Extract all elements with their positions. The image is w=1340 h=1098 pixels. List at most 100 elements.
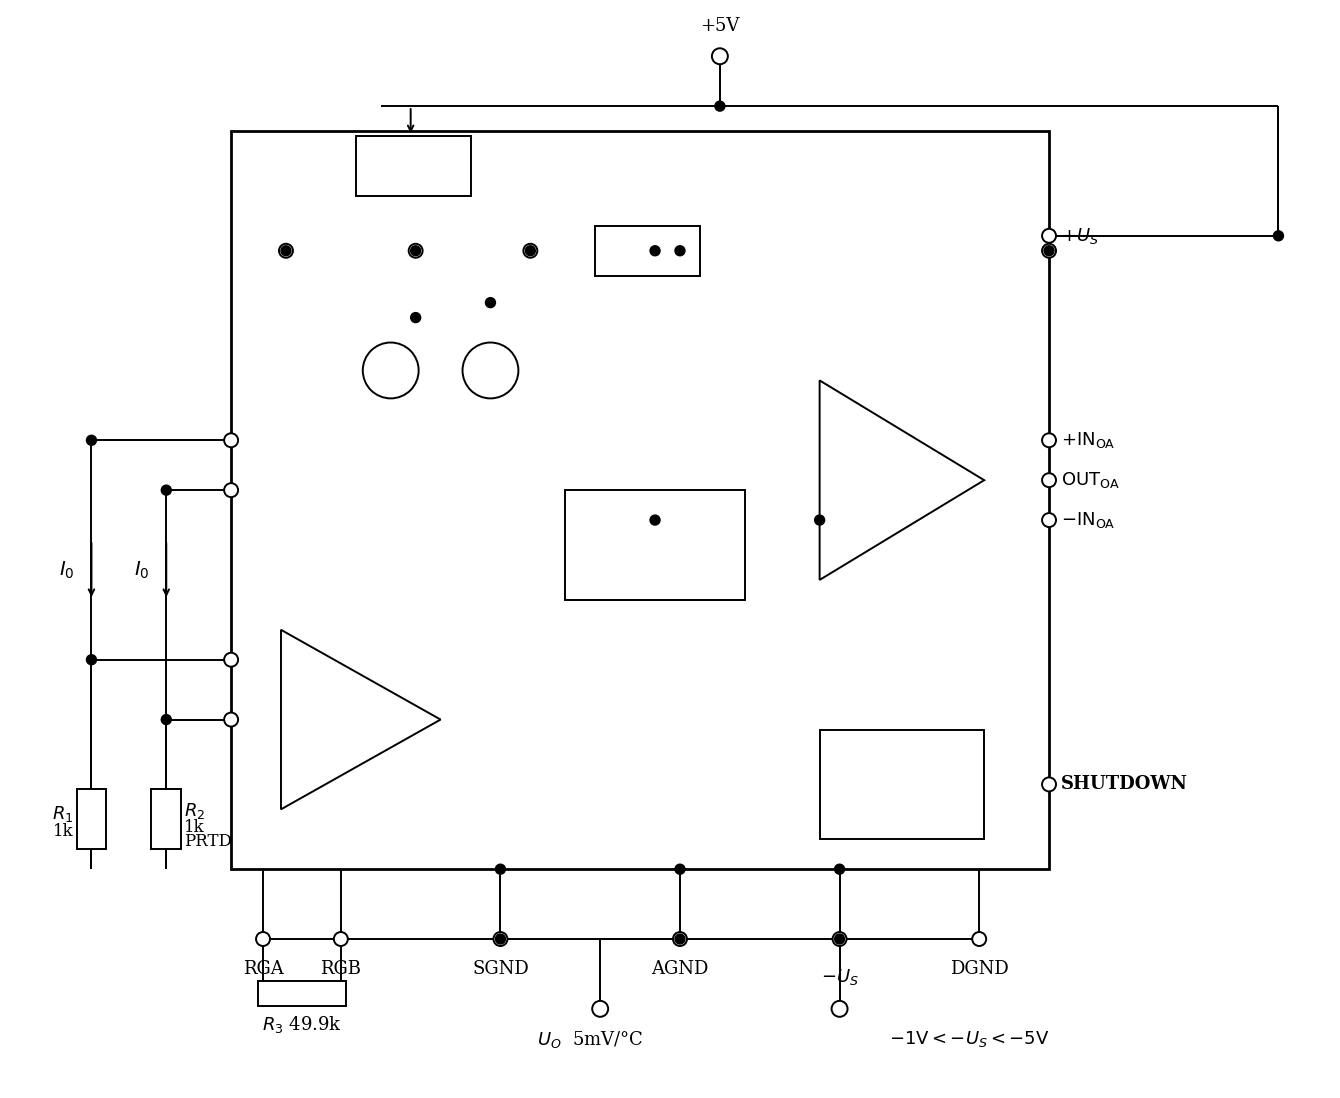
Text: SHUTDOWN: SHUTDOWN (1061, 775, 1189, 794)
Text: $\mathrm{OUT_{OA}}$: $\mathrm{OUT_{OA}}$ (1061, 470, 1120, 490)
Bar (151, 789, 181, 849)
Text: +5V: +5V (701, 18, 740, 35)
Text: $_{IA}$: $_{IA}$ (592, 853, 603, 867)
Circle shape (224, 483, 239, 497)
Circle shape (1043, 244, 1056, 258)
Circle shape (1043, 473, 1056, 488)
Text: NULLB: NULLB (382, 205, 450, 223)
Circle shape (279, 244, 293, 258)
Circle shape (409, 244, 422, 258)
Bar (565, 490, 745, 600)
Text: $-$: $-$ (833, 511, 850, 529)
Text: $+$: $+$ (295, 751, 311, 769)
Circle shape (675, 934, 685, 944)
Text: $+$: $+$ (833, 432, 850, 449)
Circle shape (675, 246, 685, 256)
Text: $A_2$: $A_2$ (894, 484, 917, 506)
Text: 1k: 1k (52, 822, 74, 840)
Circle shape (525, 246, 536, 256)
Circle shape (363, 343, 418, 399)
Circle shape (835, 934, 844, 944)
Text: 关  断: 关 断 (884, 759, 921, 777)
Text: $-U_S$: $-U_S$ (820, 967, 859, 987)
Circle shape (496, 864, 505, 874)
Circle shape (493, 932, 508, 946)
Text: OUT: OUT (548, 843, 590, 861)
Text: 电 压 源: 电 压 源 (631, 558, 679, 576)
Text: NULLA: NULLA (252, 205, 320, 223)
Text: $-\mathrm{IN_{IA}}$: $-\mathrm{IN_{IA}}$ (241, 635, 289, 654)
Circle shape (1043, 228, 1056, 243)
Text: RGB: RGB (320, 960, 362, 978)
Text: $R_2$: $R_2$ (184, 802, 205, 821)
Circle shape (712, 48, 728, 64)
Circle shape (835, 864, 844, 874)
Circle shape (224, 713, 239, 727)
Polygon shape (820, 380, 984, 580)
Text: U: U (576, 237, 590, 255)
Text: 2.5V 基准: 2.5V 基准 (618, 519, 693, 538)
Circle shape (161, 485, 172, 495)
Circle shape (832, 1001, 847, 1017)
Circle shape (161, 715, 172, 725)
Text: $-1\mathrm{V}<-U_S<-5\mathrm{V}$: $-1\mathrm{V}<-U_S<-5\mathrm{V}$ (888, 1029, 1049, 1049)
Circle shape (650, 515, 661, 525)
Circle shape (1043, 777, 1056, 792)
Text: $A_1$: $A_1$ (352, 724, 375, 746)
Circle shape (1043, 434, 1056, 447)
Text: $I_0$: $I_0$ (134, 559, 149, 581)
Text: SGND: SGND (472, 960, 529, 978)
Circle shape (592, 1001, 608, 1017)
Circle shape (496, 934, 505, 944)
Circle shape (832, 932, 847, 946)
Circle shape (256, 932, 271, 946)
Text: $R_3$ 49.9k: $R_3$ 49.9k (263, 1013, 342, 1034)
Text: $U_O$  5mV/°C: $U_O$ 5mV/°C (537, 1029, 643, 1050)
Circle shape (87, 435, 96, 446)
Text: $I_{OUTA}$: $I_{OUTA}$ (241, 415, 283, 435)
Circle shape (410, 246, 421, 256)
Text: DGND: DGND (950, 960, 1009, 978)
Text: $+\mathrm{IN_{OA}}$: $+\mathrm{IN_{OA}}$ (1061, 430, 1115, 450)
Circle shape (1273, 231, 1284, 240)
Text: RGA: RGA (243, 960, 283, 978)
Bar (595, 226, 699, 276)
Circle shape (675, 864, 685, 874)
Circle shape (1043, 513, 1056, 527)
Circle shape (462, 343, 519, 399)
Circle shape (224, 434, 239, 447)
Bar (230, 131, 1049, 870)
Circle shape (410, 313, 421, 323)
Circle shape (815, 515, 824, 525)
Text: REFOUT: REFOUT (594, 243, 650, 255)
Text: $I_0$: $I_0$ (59, 559, 74, 581)
Circle shape (224, 652, 239, 666)
Text: 电  路: 电 路 (884, 797, 921, 816)
Text: $+U_S$: $+U_S$ (1061, 226, 1099, 246)
Bar (356, 136, 470, 195)
Bar (76, 789, 106, 849)
Circle shape (973, 932, 986, 946)
Text: RP 50k: RP 50k (381, 157, 446, 175)
Text: AGND: AGND (651, 960, 709, 978)
Circle shape (650, 246, 661, 256)
Circle shape (334, 932, 348, 946)
Bar (259, 981, 346, 1006)
Bar (820, 729, 984, 839)
Text: $-\mathrm{IN_{OA}}$: $-\mathrm{IN_{OA}}$ (1061, 511, 1115, 530)
Circle shape (485, 298, 496, 307)
Text: $-$: $-$ (295, 670, 311, 688)
Circle shape (673, 932, 687, 946)
Text: 电流源: 电流源 (444, 402, 478, 419)
Circle shape (87, 654, 96, 664)
Circle shape (1044, 246, 1055, 256)
Text: $R_1$: $R_1$ (52, 805, 74, 825)
Text: $+\mathrm{IN_{IA}}$: $+\mathrm{IN_{IA}}$ (241, 695, 289, 715)
Circle shape (714, 101, 725, 111)
Text: $I_{OUTB}$: $I_{OUTB}$ (241, 466, 283, 485)
Circle shape (524, 244, 537, 258)
Text: BIAS: BIAS (508, 205, 553, 223)
Polygon shape (281, 630, 441, 809)
Text: 1k: 1k (184, 819, 205, 836)
Text: ADT70: ADT70 (444, 568, 537, 592)
